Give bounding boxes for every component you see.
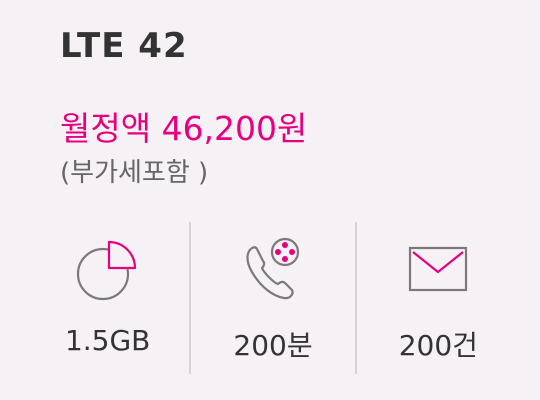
vat-note: (부가세포함 ) (60, 158, 209, 188)
benefits-row: 1.5GB 200분 200 (26, 222, 520, 374)
benefit-sms: 200건 (354, 222, 520, 374)
data-pie-icon (75, 236, 141, 302)
benefit-data-value: 1.5GB (64, 324, 151, 357)
plan-name: LTE 42 (60, 26, 188, 66)
benefit-data: 1.5GB (26, 222, 189, 374)
phone-call-icon (240, 236, 306, 302)
benefit-sms-value: 200건 (398, 329, 478, 362)
envelope-icon (405, 236, 471, 302)
benefit-voice: 200분 (189, 222, 354, 374)
benefit-voice-value: 200분 (233, 329, 313, 362)
monthly-price: 월정액 46,200원 (60, 109, 308, 148)
